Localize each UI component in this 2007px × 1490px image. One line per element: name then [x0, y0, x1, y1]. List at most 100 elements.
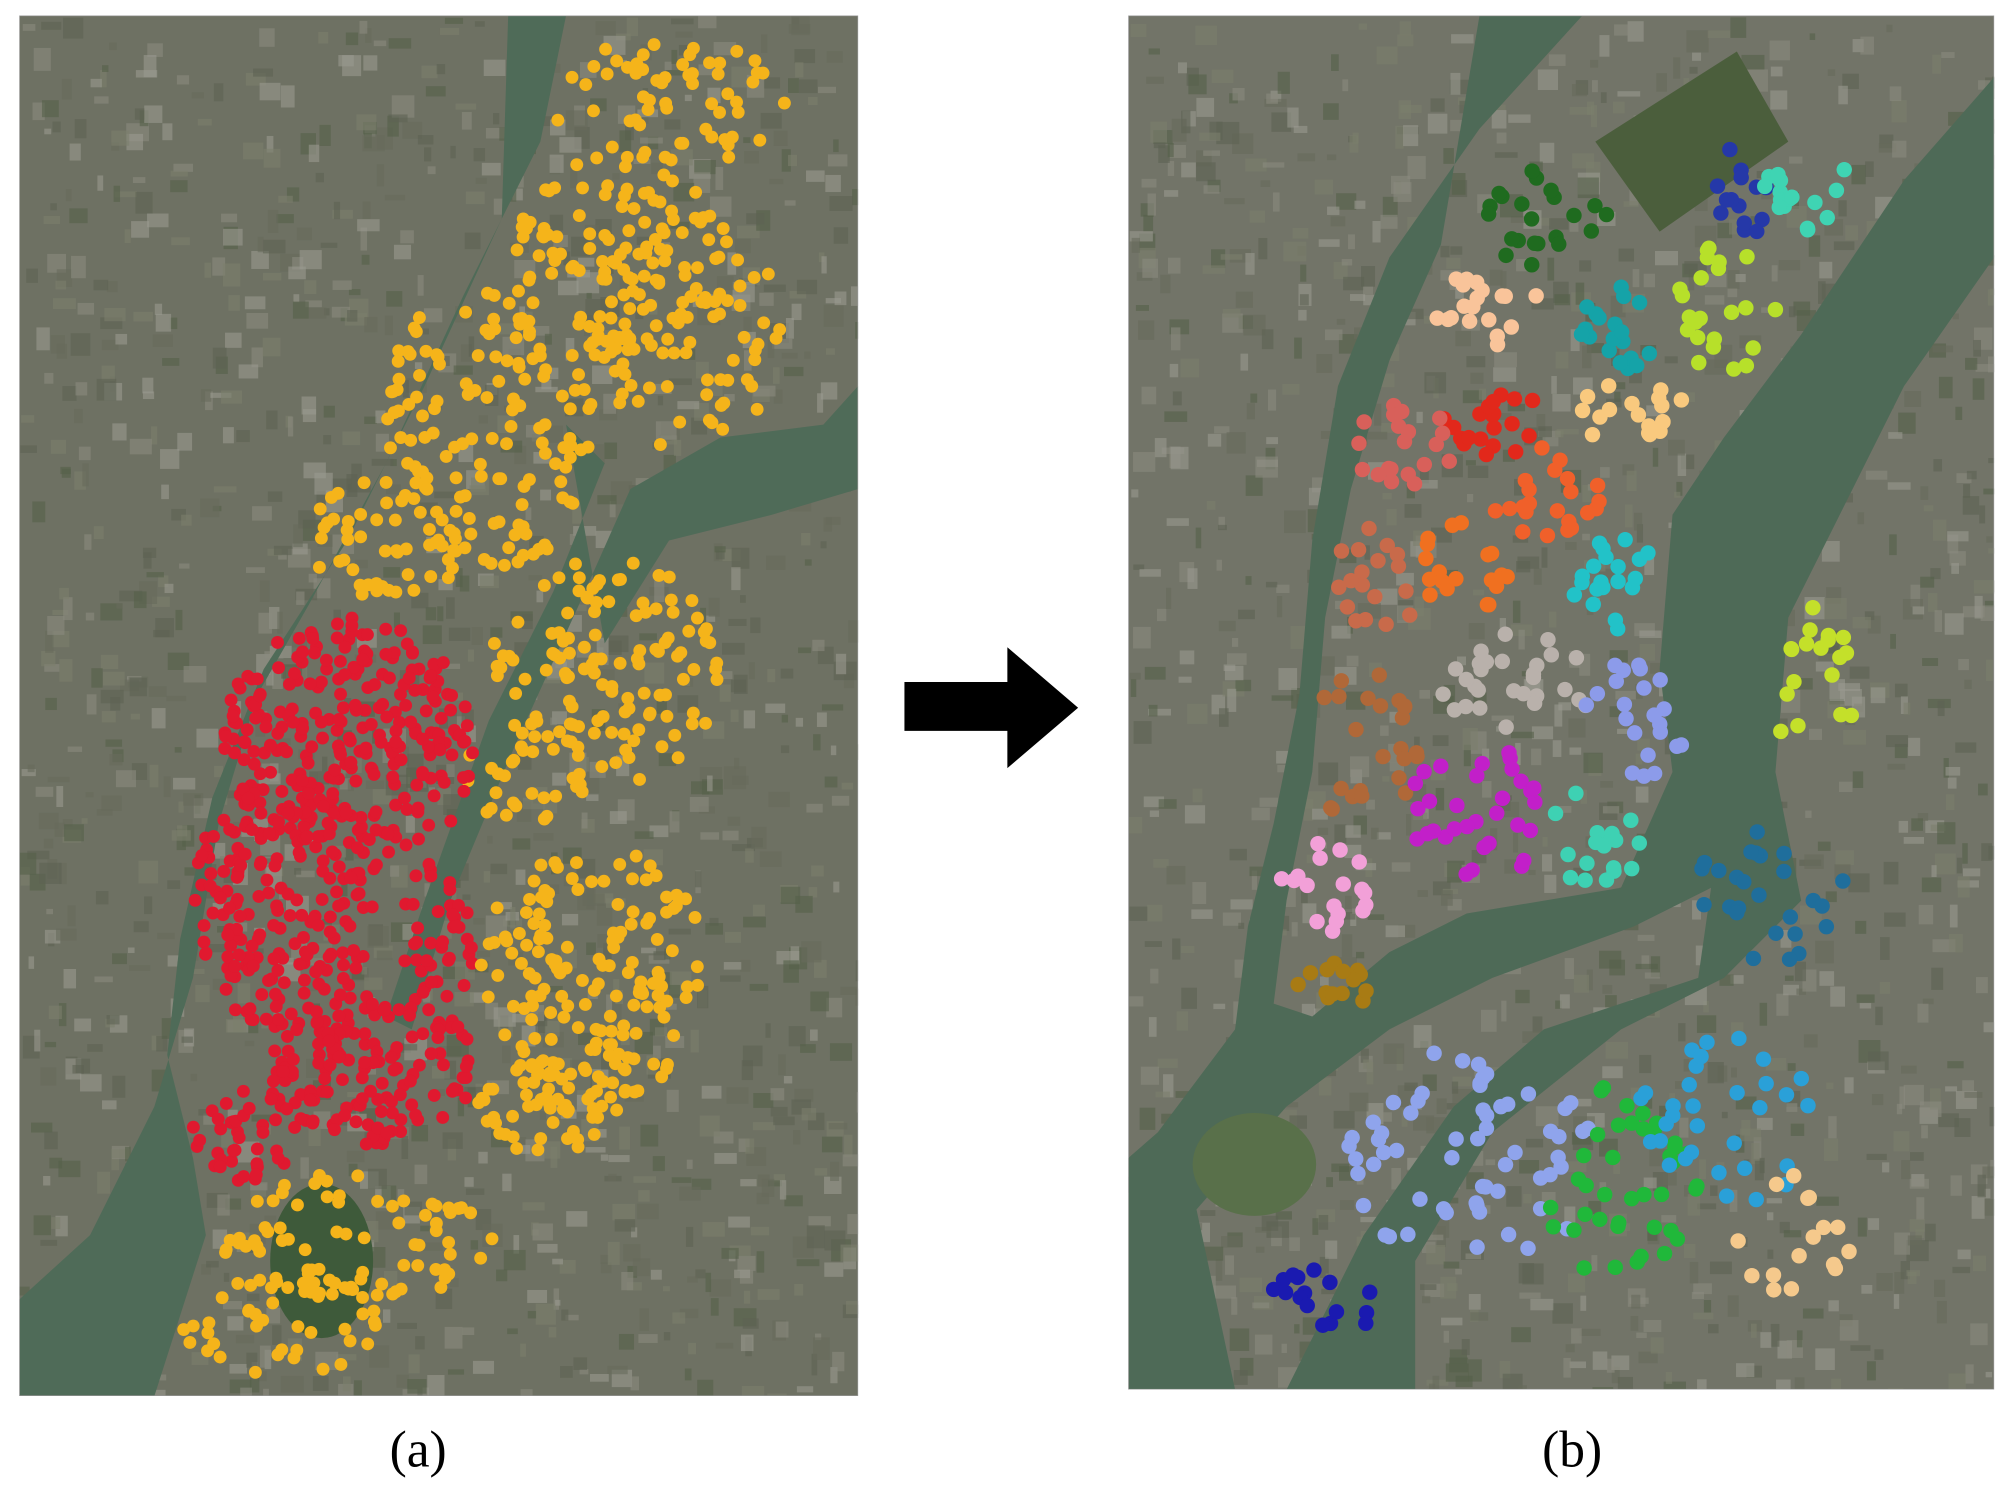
terrain-patch: [514, 445, 527, 465]
terrain-patch: [1921, 1125, 1928, 1139]
terrain-patch: [811, 1353, 818, 1376]
point: [320, 1085, 334, 1099]
point: [337, 958, 350, 972]
point: [272, 661, 285, 675]
terrain-patch: [1599, 35, 1610, 57]
terrain-patch: [1138, 320, 1155, 340]
terrain-patch: [658, 753, 677, 767]
terrain-patch: [599, 409, 618, 421]
terrain-patch: [820, 541, 827, 549]
point: [583, 241, 597, 255]
point: [1433, 758, 1449, 774]
point: [201, 1344, 214, 1358]
point: [687, 41, 700, 55]
point: [268, 1044, 282, 1058]
terrain-patch: [111, 1148, 120, 1171]
point: [1422, 587, 1438, 603]
point: [442, 951, 456, 965]
point: [458, 489, 472, 503]
terrain-patch: [1868, 1051, 1889, 1071]
point: [1479, 596, 1496, 613]
point: [482, 1082, 496, 1096]
terrain-patch: [238, 364, 259, 379]
terrain-patch: [761, 1178, 775, 1197]
terrain-patch: [45, 697, 57, 711]
terrain-patch: [63, 597, 73, 621]
point: [1339, 599, 1356, 615]
terrain-patch: [1345, 691, 1366, 710]
terrain-patch: [1783, 984, 1799, 996]
terrain-patch: [528, 575, 543, 581]
terrain-patch: [1312, 1218, 1319, 1235]
terrain-patch: [1229, 848, 1247, 861]
point: [600, 67, 614, 81]
terrain-patch: [520, 1389, 533, 1396]
point: [583, 320, 596, 333]
terrain-patch: [773, 1174, 786, 1183]
point: [717, 396, 731, 410]
point: [197, 919, 211, 932]
point: [509, 331, 523, 345]
point: [509, 799, 523, 813]
terrain-patch: [1892, 140, 1907, 158]
point: [219, 982, 233, 996]
point: [587, 983, 601, 997]
point: [1835, 629, 1852, 646]
terrain-patch: [756, 1192, 770, 1205]
point: [1477, 1179, 1494, 1195]
terrain-patch: [1827, 69, 1836, 76]
terrain-patch: [1496, 104, 1506, 111]
terrain-patch: [383, 567, 401, 578]
terrain-patch: [1440, 890, 1453, 906]
point: [671, 316, 685, 330]
terrain-patch: [1602, 1066, 1623, 1079]
terrain-patch: [1129, 906, 1148, 921]
terrain-patch: [162, 123, 173, 141]
terrain-patch: [1699, 1159, 1706, 1180]
map-panel-b: [1128, 15, 1995, 1390]
terrain-patch: [821, 256, 827, 274]
terrain-patch: [1323, 103, 1339, 120]
terrain-patch: [1865, 470, 1888, 480]
terrain-patch: [1787, 1063, 1796, 1071]
point: [271, 1348, 285, 1362]
point: [344, 1280, 358, 1294]
point: [356, 1307, 370, 1321]
terrain-patch: [142, 391, 155, 400]
terrain-patch: [1535, 1106, 1559, 1127]
point: [1696, 854, 1713, 871]
point: [551, 113, 565, 127]
terrain-patch: [1452, 1076, 1472, 1087]
point: [539, 363, 553, 377]
point: [625, 955, 639, 969]
terrain-patch: [1636, 1332, 1647, 1339]
point: [389, 544, 403, 558]
point: [662, 570, 676, 584]
terrain-patch: [1980, 605, 1995, 621]
point: [527, 874, 541, 888]
point: [523, 325, 536, 339]
terrain-patch: [715, 1342, 734, 1349]
point: [313, 1286, 327, 1300]
terrain-patch: [27, 850, 50, 860]
terrain-patch: [746, 213, 765, 225]
terrain-patch: [59, 862, 67, 885]
point: [703, 56, 716, 70]
point: [513, 1059, 527, 1072]
terrain-patch: [1635, 963, 1658, 970]
terrain-patch: [1354, 200, 1366, 209]
point: [579, 78, 593, 92]
terrain-patch: [1638, 1351, 1658, 1364]
point: [250, 1142, 264, 1156]
point: [687, 663, 701, 676]
point: [1524, 257, 1540, 273]
point: [256, 1126, 270, 1139]
point: [357, 1231, 371, 1245]
point: [456, 437, 469, 451]
point: [253, 767, 267, 781]
terrain-patch: [544, 1020, 560, 1037]
terrain-patch: [464, 1086, 486, 1093]
terrain-patch: [1870, 687, 1886, 704]
terrain-patch: [757, 1289, 780, 1300]
point: [690, 611, 704, 625]
